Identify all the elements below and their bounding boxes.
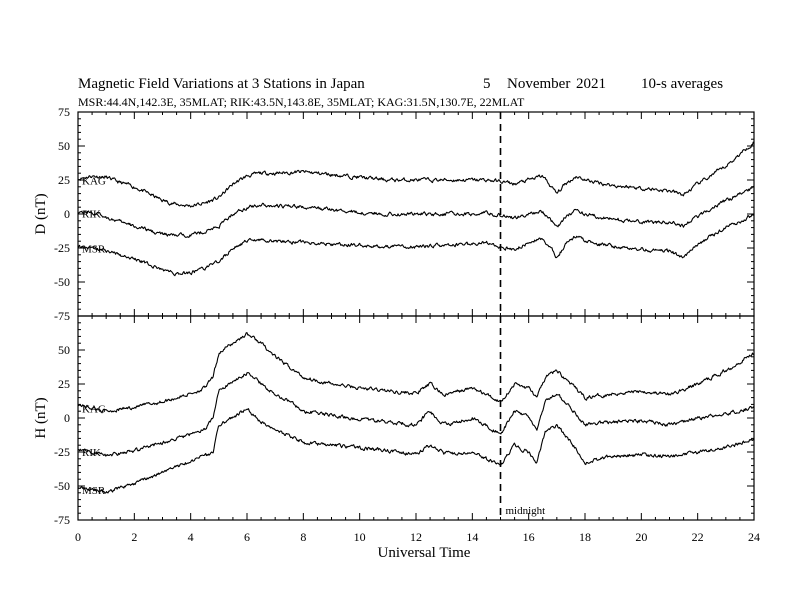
x-tick-label: 24 xyxy=(748,530,760,544)
y-tick-label: 75 xyxy=(58,105,70,119)
trace-h-rik xyxy=(77,372,755,457)
y-tick-label: 0 xyxy=(64,207,70,221)
x-tick-label: 6 xyxy=(244,530,250,544)
trace-h-kag xyxy=(77,332,755,414)
x-tick-label: 14 xyxy=(466,530,478,544)
midnight-label: midnight xyxy=(506,505,546,517)
station-label-d-rik: RIK xyxy=(82,208,101,220)
x-tick-label: 20 xyxy=(635,530,647,544)
x-tick-label: 12 xyxy=(410,530,422,544)
station-coordinates: MSR:44.4N,142.3E, 35MLAT; RIK:43.5N,143.… xyxy=(78,95,525,109)
title-year: 2021 xyxy=(576,76,606,92)
y-tick-label: -75 xyxy=(54,513,70,527)
x-tick-label: 10 xyxy=(354,530,366,544)
data-traces: KAG RIK MSR KAG RIK MSR xyxy=(77,141,755,497)
trace-d-kag xyxy=(77,141,755,208)
x-tick-label: 0 xyxy=(75,530,81,544)
station-label-d-msr: MSR xyxy=(82,244,106,256)
h-panel-frame xyxy=(77,315,755,521)
station-label-h-rik: RIK xyxy=(82,447,101,459)
y-tick-label: -25 xyxy=(54,445,70,459)
y-tick-label: 0 xyxy=(64,411,70,425)
d-panel-ylabel: D (nT) xyxy=(33,193,49,234)
x-tick-label: 4 xyxy=(188,530,194,544)
trace-h-msr xyxy=(77,408,755,494)
x-tick-label: 2 xyxy=(131,530,137,544)
station-label-d-kag: KAG xyxy=(82,176,106,188)
title-day: 5 xyxy=(483,76,491,92)
x-axis-label: Universal Time xyxy=(378,545,471,561)
trace-d-rik xyxy=(77,185,755,238)
y-tick-label: 25 xyxy=(58,377,70,391)
y-tick-label: -75 xyxy=(54,309,70,323)
h-panel-ylabel: H (nT) xyxy=(33,397,49,438)
title-averages: 10-s averages xyxy=(641,76,723,92)
station-label-h-msr: MSR xyxy=(82,485,106,497)
y-tick-label: 50 xyxy=(58,343,70,357)
y-tick-label: 50 xyxy=(58,139,70,153)
x-tick-label: 8 xyxy=(300,530,306,544)
trace-d-msr xyxy=(77,213,755,277)
chart-title: Magnetic Field Variations at 3 Stations … xyxy=(78,76,365,92)
y-tick-label: -50 xyxy=(54,275,70,289)
station-label-h-kag: KAG xyxy=(82,403,106,415)
x-tick-label: 22 xyxy=(692,530,704,544)
y-tick-label: 25 xyxy=(58,173,70,187)
x-tick-label: 18 xyxy=(579,530,591,544)
x-tick-label: 16 xyxy=(523,530,535,544)
y-tick-label: -25 xyxy=(54,241,70,255)
title-month: November xyxy=(507,76,570,92)
y-tick-label: -50 xyxy=(54,479,70,493)
